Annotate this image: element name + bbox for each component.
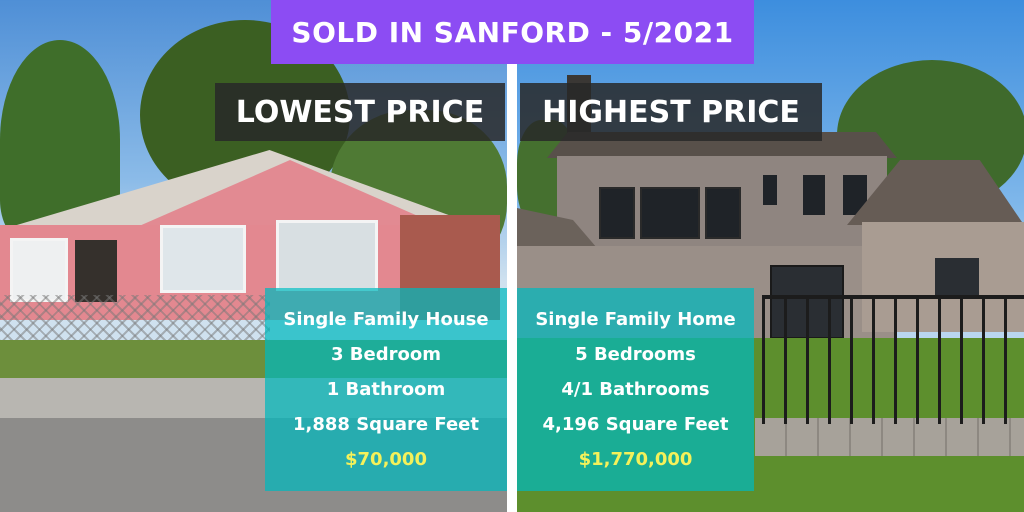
lowest-price-details-panel: Single Family House 3 Bedroom 1 Bathroom… (265, 288, 507, 491)
sale-price: $70,000 (345, 449, 427, 470)
house-window (640, 187, 700, 239)
house-door (75, 240, 117, 302)
house-window (705, 187, 741, 239)
house-window (10, 238, 68, 302)
title-text: SOLD IN SANFORD - 5/2021 (291, 15, 734, 49)
house-window (160, 225, 246, 293)
square-footage: 4,196 Square Feet (542, 414, 729, 435)
house-window (599, 187, 635, 239)
house-window (276, 220, 378, 291)
property-type: Single Family Home (535, 309, 736, 330)
property-type: Single Family House (283, 309, 489, 330)
bathroom-count: 4/1 Bathrooms (561, 379, 710, 400)
square-footage: 1,888 Square Feet (293, 414, 479, 435)
photo-divider (507, 0, 517, 512)
bedroom-count: 5 Bedrooms (575, 344, 696, 365)
house-window (803, 175, 825, 215)
highest-price-heading: HIGHEST PRICE (542, 94, 800, 130)
lowest-price-label: LOWEST PRICE (215, 83, 505, 141)
stone-wall (755, 418, 1024, 456)
highest-price-label: HIGHEST PRICE (520, 83, 822, 141)
house-window (935, 258, 979, 298)
title-banner: SOLD IN SANFORD - 5/2021 (271, 0, 754, 64)
iron-fence (762, 295, 1024, 424)
lowest-price-heading: LOWEST PRICE (235, 94, 485, 130)
house-window (763, 175, 777, 205)
highest-price-details-panel: Single Family Home 5 Bedrooms 4/1 Bathro… (517, 288, 754, 491)
bathroom-count: 1 Bathroom (326, 379, 446, 400)
sale-price: $1,770,000 (578, 449, 693, 470)
bedroom-count: 3 Bedroom (331, 344, 441, 365)
